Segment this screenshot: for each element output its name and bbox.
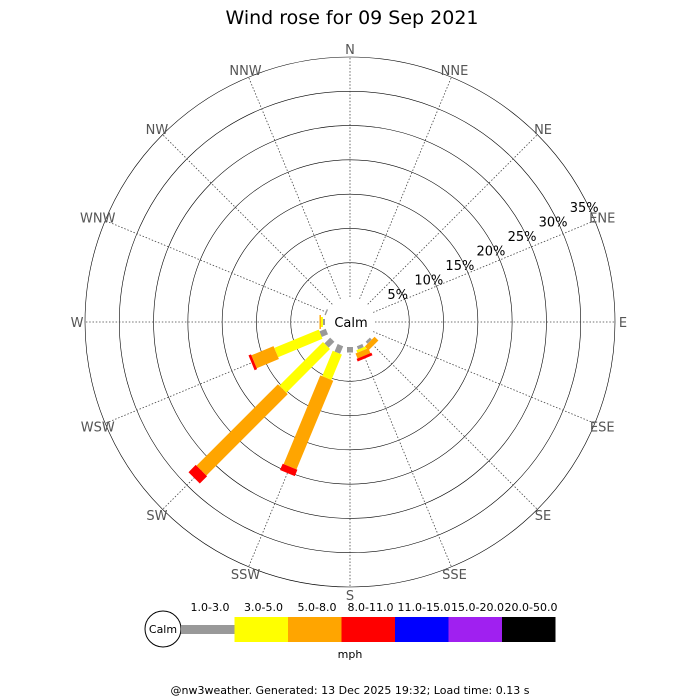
calm-circle xyxy=(325,297,375,347)
chart-title: Wind rose for 09 Sep 2021 xyxy=(225,7,478,29)
bar-w-1.0-3.0 xyxy=(322,319,325,325)
ring-label-15: 15% xyxy=(445,259,474,274)
spoke-nnw xyxy=(248,77,341,300)
grid-ring-4 xyxy=(187,159,513,485)
footer-text: @nw3weather. Generated: 13 Dec 2025 19:3… xyxy=(171,684,530,697)
bar-sw-3.0-5.0 xyxy=(279,342,330,393)
bar-s-1.0-3.0 xyxy=(347,347,353,353)
bar-wsw-3.0-5.0 xyxy=(274,329,323,358)
direction-label-ese: ESE xyxy=(590,420,615,435)
bar-ssw-1.0-3.0 xyxy=(334,343,344,354)
legend-label-11.0-15.0: 11.0-15.0 xyxy=(398,601,451,614)
ring-labels: 5% 10%15%20%25%30%35% xyxy=(387,201,598,303)
spoke-sse xyxy=(359,344,452,567)
legend: Calm 1.0-3.0 3.0-5.0 5.0-8.0 8.0-11.0 11.0-1… xyxy=(144,601,558,661)
legend-swatch-11.0-15.0 xyxy=(395,617,449,642)
direction-label-sse: SSE xyxy=(442,568,467,583)
calm-label: Calm xyxy=(334,316,367,331)
legend-label-20.0-50.0: 20.0-50.0 xyxy=(505,601,558,614)
direction-label-n: N xyxy=(345,43,355,58)
direction-label-nw: NW xyxy=(146,123,169,138)
bar-sse-5.0-8.0 xyxy=(355,348,371,359)
bar-ssw-3.0-5.0 xyxy=(322,350,342,380)
legend-calm-label: Calm xyxy=(149,623,177,636)
grid-ring-7 xyxy=(84,56,616,588)
ring-label-30: 30% xyxy=(539,215,568,230)
ring-label-10: 10% xyxy=(414,273,443,288)
direction-labels: N NNE NE ENE E ESE SE SSE S SSW SW WSW W WNW NW NNW xyxy=(71,43,628,604)
calm-center: Calm xyxy=(325,297,375,347)
bar-wsw-1.0-3.0 xyxy=(319,328,329,337)
legend-label-3.0-5.0: 3.0-5.0 xyxy=(244,601,283,614)
bar-w-3.0-5.0 xyxy=(320,317,323,327)
spoke-ese xyxy=(372,331,595,424)
bar-wsw-5.0-8.0 xyxy=(251,346,279,369)
ring-label-20: 20% xyxy=(476,244,505,259)
bar-wsw-8.0-11.0 xyxy=(248,354,258,371)
bar-w-5.0-8.0 xyxy=(319,315,321,329)
bar-sw-1.0-3.0 xyxy=(324,337,335,348)
bar-se-5.0-8.0 xyxy=(364,336,379,351)
legend-label-1.0-3.0: 1.0-3.0 xyxy=(191,601,230,614)
direction-label-nnw: NNW xyxy=(229,64,261,79)
legend-swatch-8.0-11.0 xyxy=(341,617,395,642)
direction-label-s: S xyxy=(346,589,354,604)
bar-sse-1.0-3.0 xyxy=(356,343,364,350)
legend-label-15.0-20.0: 15.0-20.0 xyxy=(451,601,504,614)
legend-swatch-3.0-5.0 xyxy=(234,617,288,642)
legend-units: mph xyxy=(338,648,363,661)
direction-label-nne: NNE xyxy=(441,64,469,79)
spoke-nne xyxy=(359,77,452,300)
direction-label-ne: NE xyxy=(534,123,552,138)
bar-sw-8.0-11.0 xyxy=(188,464,208,484)
legend-swatch-20.0-50.0 xyxy=(502,617,556,642)
spoke-se xyxy=(367,339,538,510)
legend-label-5.0-8.0: 5.0-8.0 xyxy=(298,601,337,614)
bar-se-1.0-3.0 xyxy=(365,337,372,344)
ring-label-35: 35% xyxy=(570,201,599,216)
grid-ring-5 xyxy=(153,125,547,519)
bar-sse-8.0-11.0 xyxy=(356,352,373,362)
bar-sw-5.0-8.0 xyxy=(196,384,288,476)
direction-label-sw: SW xyxy=(146,509,167,524)
legend-swatch-1.0-3.0 xyxy=(181,625,235,634)
spoke-ene xyxy=(372,220,595,313)
bar-ssw-5.0-8.0 xyxy=(283,375,334,470)
ring-label-25: 25% xyxy=(508,230,537,245)
spoke-nw xyxy=(162,134,333,305)
bar-wnw-1.0-3.0 xyxy=(324,309,329,316)
bar-ssw-8.0-11.0 xyxy=(280,463,298,477)
direction-label-ssw: SSW xyxy=(231,568,261,583)
direction-label-w: W xyxy=(71,316,84,331)
bar-sse-3.0-5.0 xyxy=(356,346,367,353)
direction-label-se: SE xyxy=(535,509,551,524)
grid-ring-2 xyxy=(256,228,444,416)
ring-label-5: 5% xyxy=(387,288,408,303)
wind-bars xyxy=(188,309,379,484)
direction-label-wsw: WSW xyxy=(81,420,115,435)
legend-swatch-5.0-8.0 xyxy=(288,617,342,642)
polar-grid xyxy=(84,56,616,588)
direction-label-e: E xyxy=(619,316,627,331)
spoke-wnw xyxy=(105,220,328,313)
legend-label-8.0-11.0: 8.0-11.0 xyxy=(348,601,394,614)
spoke-ne xyxy=(367,134,538,305)
direction-label-wnw: WNW xyxy=(80,212,116,227)
legend-swatch-15.0-20.0 xyxy=(448,617,502,642)
direction-label-ene: ENE xyxy=(589,212,615,227)
